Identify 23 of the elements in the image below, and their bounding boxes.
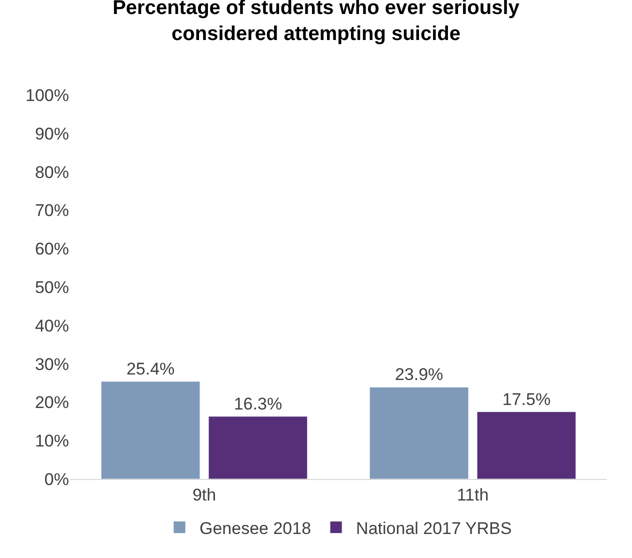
y-tick-label: 50% <box>34 278 69 297</box>
bar <box>369 386 469 479</box>
bar <box>100 381 200 479</box>
y-tick-label: 60% <box>34 240 69 259</box>
y-tick-label: 30% <box>34 354 69 374</box>
y-tick-label: 40% <box>34 316 69 336</box>
y-tick-label: 10% <box>34 432 69 451</box>
data-label: 16.3% <box>234 394 282 414</box>
y-tick-label: 0% <box>44 470 69 489</box>
bar <box>208 416 308 479</box>
x-tick-label: 9th <box>192 485 216 504</box>
legend-label: National 2017 YRBS <box>356 518 512 538</box>
y-tick-label: 20% <box>34 393 69 412</box>
y-tick-label: 70% <box>34 201 69 220</box>
y-tick-label: 80% <box>34 162 69 182</box>
y-tick-label: 100% <box>26 86 69 105</box>
bar <box>476 412 576 479</box>
data-label: 23.9% <box>394 365 444 384</box>
x-tick-label: 11th <box>456 485 489 504</box>
data-label: 25.4% <box>126 359 175 378</box>
legend-label: Genesee 2018 <box>200 518 312 538</box>
data-label: 17.5% <box>502 390 551 409</box>
y-tick-label: 90% <box>34 124 69 144</box>
